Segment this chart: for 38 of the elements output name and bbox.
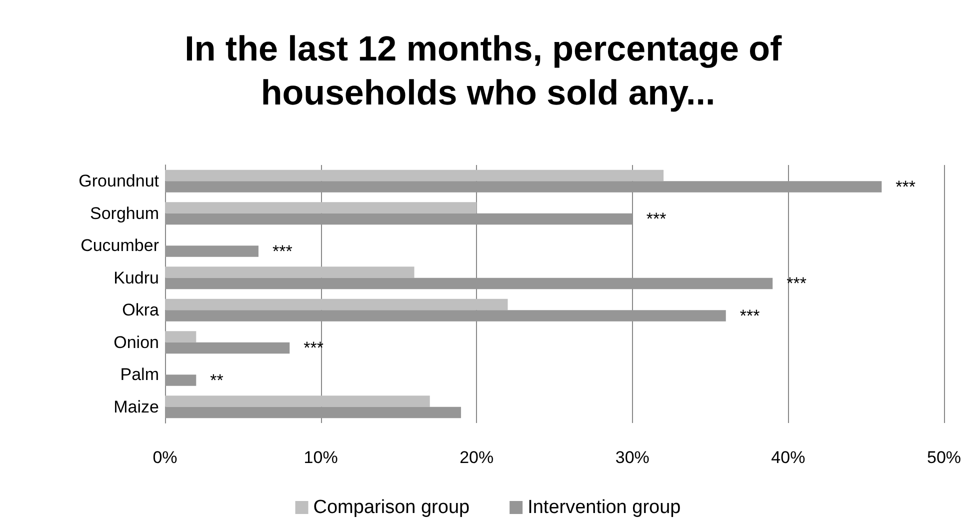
- x-tick-label: 10%: [304, 448, 338, 467]
- chart-title: In the last 12 months, percentage of households who sold any...: [184, 30, 792, 112]
- annotation: ***: [896, 177, 916, 196]
- annotation: ***: [646, 210, 667, 229]
- bar: [165, 266, 414, 278]
- annotation: ***: [740, 306, 760, 326]
- bar: [165, 396, 430, 407]
- bar: [165, 170, 664, 182]
- y-tick-label: Maize: [114, 397, 159, 416]
- x-tick-label: 20%: [460, 448, 494, 467]
- bar: [165, 246, 258, 257]
- annotation: ***: [786, 274, 807, 294]
- y-tick-label: Kudru: [114, 268, 159, 288]
- annotation: **: [210, 370, 224, 390]
- legend-label: Comparison group: [313, 497, 470, 518]
- bar: [165, 342, 290, 354]
- bar: [165, 310, 726, 322]
- bar: [165, 278, 773, 290]
- bar: [165, 331, 196, 342]
- y-tick-label: Okra: [122, 300, 160, 320]
- y-tick-label: Palm: [120, 365, 159, 384]
- legend-label: Intervention group: [528, 497, 681, 518]
- bar: [165, 213, 632, 225]
- annotation: ***: [304, 338, 324, 358]
- bar: [165, 406, 462, 418]
- x-tick-label: 50%: [926, 448, 962, 467]
- annotation: ***: [272, 242, 293, 261]
- bar: [165, 374, 196, 386]
- x-tick-label: 40%: [771, 448, 806, 467]
- bar: [165, 181, 882, 192]
- y-tick-label: Sorghum: [90, 204, 159, 223]
- bar: [165, 202, 477, 214]
- x-tick-label: 0%: [152, 448, 178, 467]
- y-tick-label: Onion: [114, 332, 159, 352]
- bar: [165, 298, 508, 310]
- y-tick-label: Groundnut: [78, 172, 160, 191]
- y-tick-label: Cucumber: [80, 236, 160, 256]
- x-tick-label: 30%: [615, 448, 650, 467]
